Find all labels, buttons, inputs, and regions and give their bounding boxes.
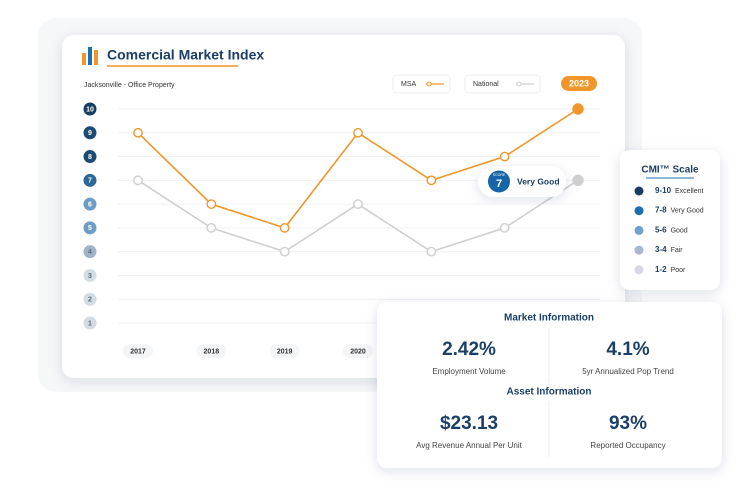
- tooltip-value: 7: [496, 178, 502, 190]
- scale-item: 5-6 Good: [655, 226, 688, 235]
- y-tick-badge: [83, 268, 97, 282]
- scale-dot: [634, 265, 644, 275]
- scale-label: Very Good: [671, 208, 704, 215]
- y-tick-label: 6: [88, 201, 92, 208]
- data-point: [572, 103, 584, 115]
- legend-swatch: [426, 81, 432, 87]
- year-badge: [561, 76, 597, 91]
- data-point: [206, 222, 217, 233]
- scale-range: 7-8: [655, 206, 667, 215]
- scale-range: 9-10: [655, 186, 672, 195]
- logo: [82, 53, 86, 65]
- y-tick-badge: [83, 173, 97, 187]
- scale-range: 3-4: [655, 245, 667, 254]
- logo: [88, 47, 92, 65]
- legend-swatch: [516, 81, 522, 87]
- scale-range: 5-6: [655, 226, 667, 235]
- info-title: Asset Information: [506, 387, 591, 398]
- data-point: [353, 199, 363, 210]
- scale-label: Poor: [671, 267, 686, 274]
- x-tick-pill: [196, 344, 227, 358]
- y-tick-label: 8: [88, 154, 92, 161]
- legend-box: [392, 74, 451, 94]
- info-label: Avg Revenue Annual Per Unit: [416, 441, 522, 450]
- logo: [94, 50, 98, 65]
- scale-dot: [634, 186, 644, 196]
- y-tick-badge: [83, 197, 97, 211]
- data-point: [353, 127, 363, 138]
- data-point: [279, 246, 290, 257]
- x-tick-label: 2017: [130, 348, 146, 355]
- y-tick-badge: [83, 292, 97, 306]
- tooltip-text: Very Good: [517, 176, 560, 186]
- info-title: Market Information: [504, 313, 594, 324]
- legend-box: [464, 74, 541, 94]
- y-tick-label: 5: [88, 225, 92, 232]
- scale-item: 3-4 Fair: [655, 245, 683, 254]
- data-point: [133, 175, 143, 186]
- data-point: [499, 222, 510, 233]
- scale-item: 1-2 Poor: [655, 265, 686, 274]
- info-value: 93%: [609, 413, 647, 434]
- scale-card: [620, 150, 720, 290]
- y-tick-label: 7: [88, 178, 92, 185]
- legend-label: National: [473, 81, 499, 88]
- x-tick-label: 2020: [350, 348, 366, 355]
- info-card: [377, 302, 722, 468]
- data-point: [206, 199, 217, 210]
- scale-label: Fair: [671, 247, 684, 254]
- legend-label: MSA: [401, 81, 417, 88]
- info-label: 5yr Annualized Pop Trend: [582, 367, 674, 376]
- y-tick-label: 3: [88, 273, 92, 280]
- scale-label: Excellent: [675, 188, 703, 195]
- x-tick-pill: [269, 344, 300, 358]
- scale-item: 7-8 Very Good: [655, 206, 704, 215]
- data-point: [499, 151, 510, 162]
- tooltip-badge: [488, 170, 510, 193]
- scale-dot: [634, 206, 644, 216]
- y-tick-badge: [83, 102, 97, 116]
- info-label: Employment Volume: [432, 367, 506, 376]
- chart-card: [62, 35, 625, 378]
- x-tick-label: 2019: [277, 348, 293, 355]
- scale-title: CMI™ Scale: [641, 165, 699, 176]
- y-tick-badge: [83, 221, 97, 235]
- y-tick-badge: [83, 245, 97, 259]
- y-tick-label: 4: [88, 249, 92, 256]
- data-point: [572, 174, 584, 187]
- y-tick-label: 1: [88, 320, 92, 327]
- info-value: 4.1%: [606, 339, 649, 360]
- chart-title: Comercial Market Index: [107, 47, 264, 63]
- scale-dot: [634, 245, 644, 255]
- data-point: [426, 175, 437, 186]
- scale-range: 1-2: [655, 265, 667, 274]
- x-tick-pill: [343, 344, 373, 358]
- scale-dot: [634, 225, 644, 235]
- tooltip-label: SCORE: [493, 173, 506, 177]
- plot: 1 2 3 4 5 6 7 8 9 10 2017 2018 2019 2020: [83, 102, 600, 358]
- data-point: [133, 127, 143, 138]
- year-badge-label: 2023: [569, 78, 589, 88]
- scale-item: 9-10 Excellent: [655, 186, 703, 195]
- y-tick-badge: [83, 126, 97, 140]
- scale-label: Good: [671, 227, 688, 234]
- y-tick-label: 9: [88, 130, 92, 137]
- info-value: 2.42%: [442, 339, 496, 360]
- x-tick-pill: [123, 344, 153, 358]
- x-tick-label: 2018: [204, 348, 220, 355]
- subtitle: Jacksonville - Office Property: [84, 82, 175, 89]
- y-tick-badge: [83, 150, 97, 164]
- info-label: Reported Occupancy: [590, 441, 665, 450]
- info-value: $23.13: [440, 413, 498, 434]
- y-tick-label: 10: [86, 106, 94, 113]
- y-tick-badge: [83, 316, 97, 330]
- data-point: [426, 246, 437, 257]
- y-tick-label: 2: [88, 297, 92, 304]
- data-point: [279, 222, 290, 233]
